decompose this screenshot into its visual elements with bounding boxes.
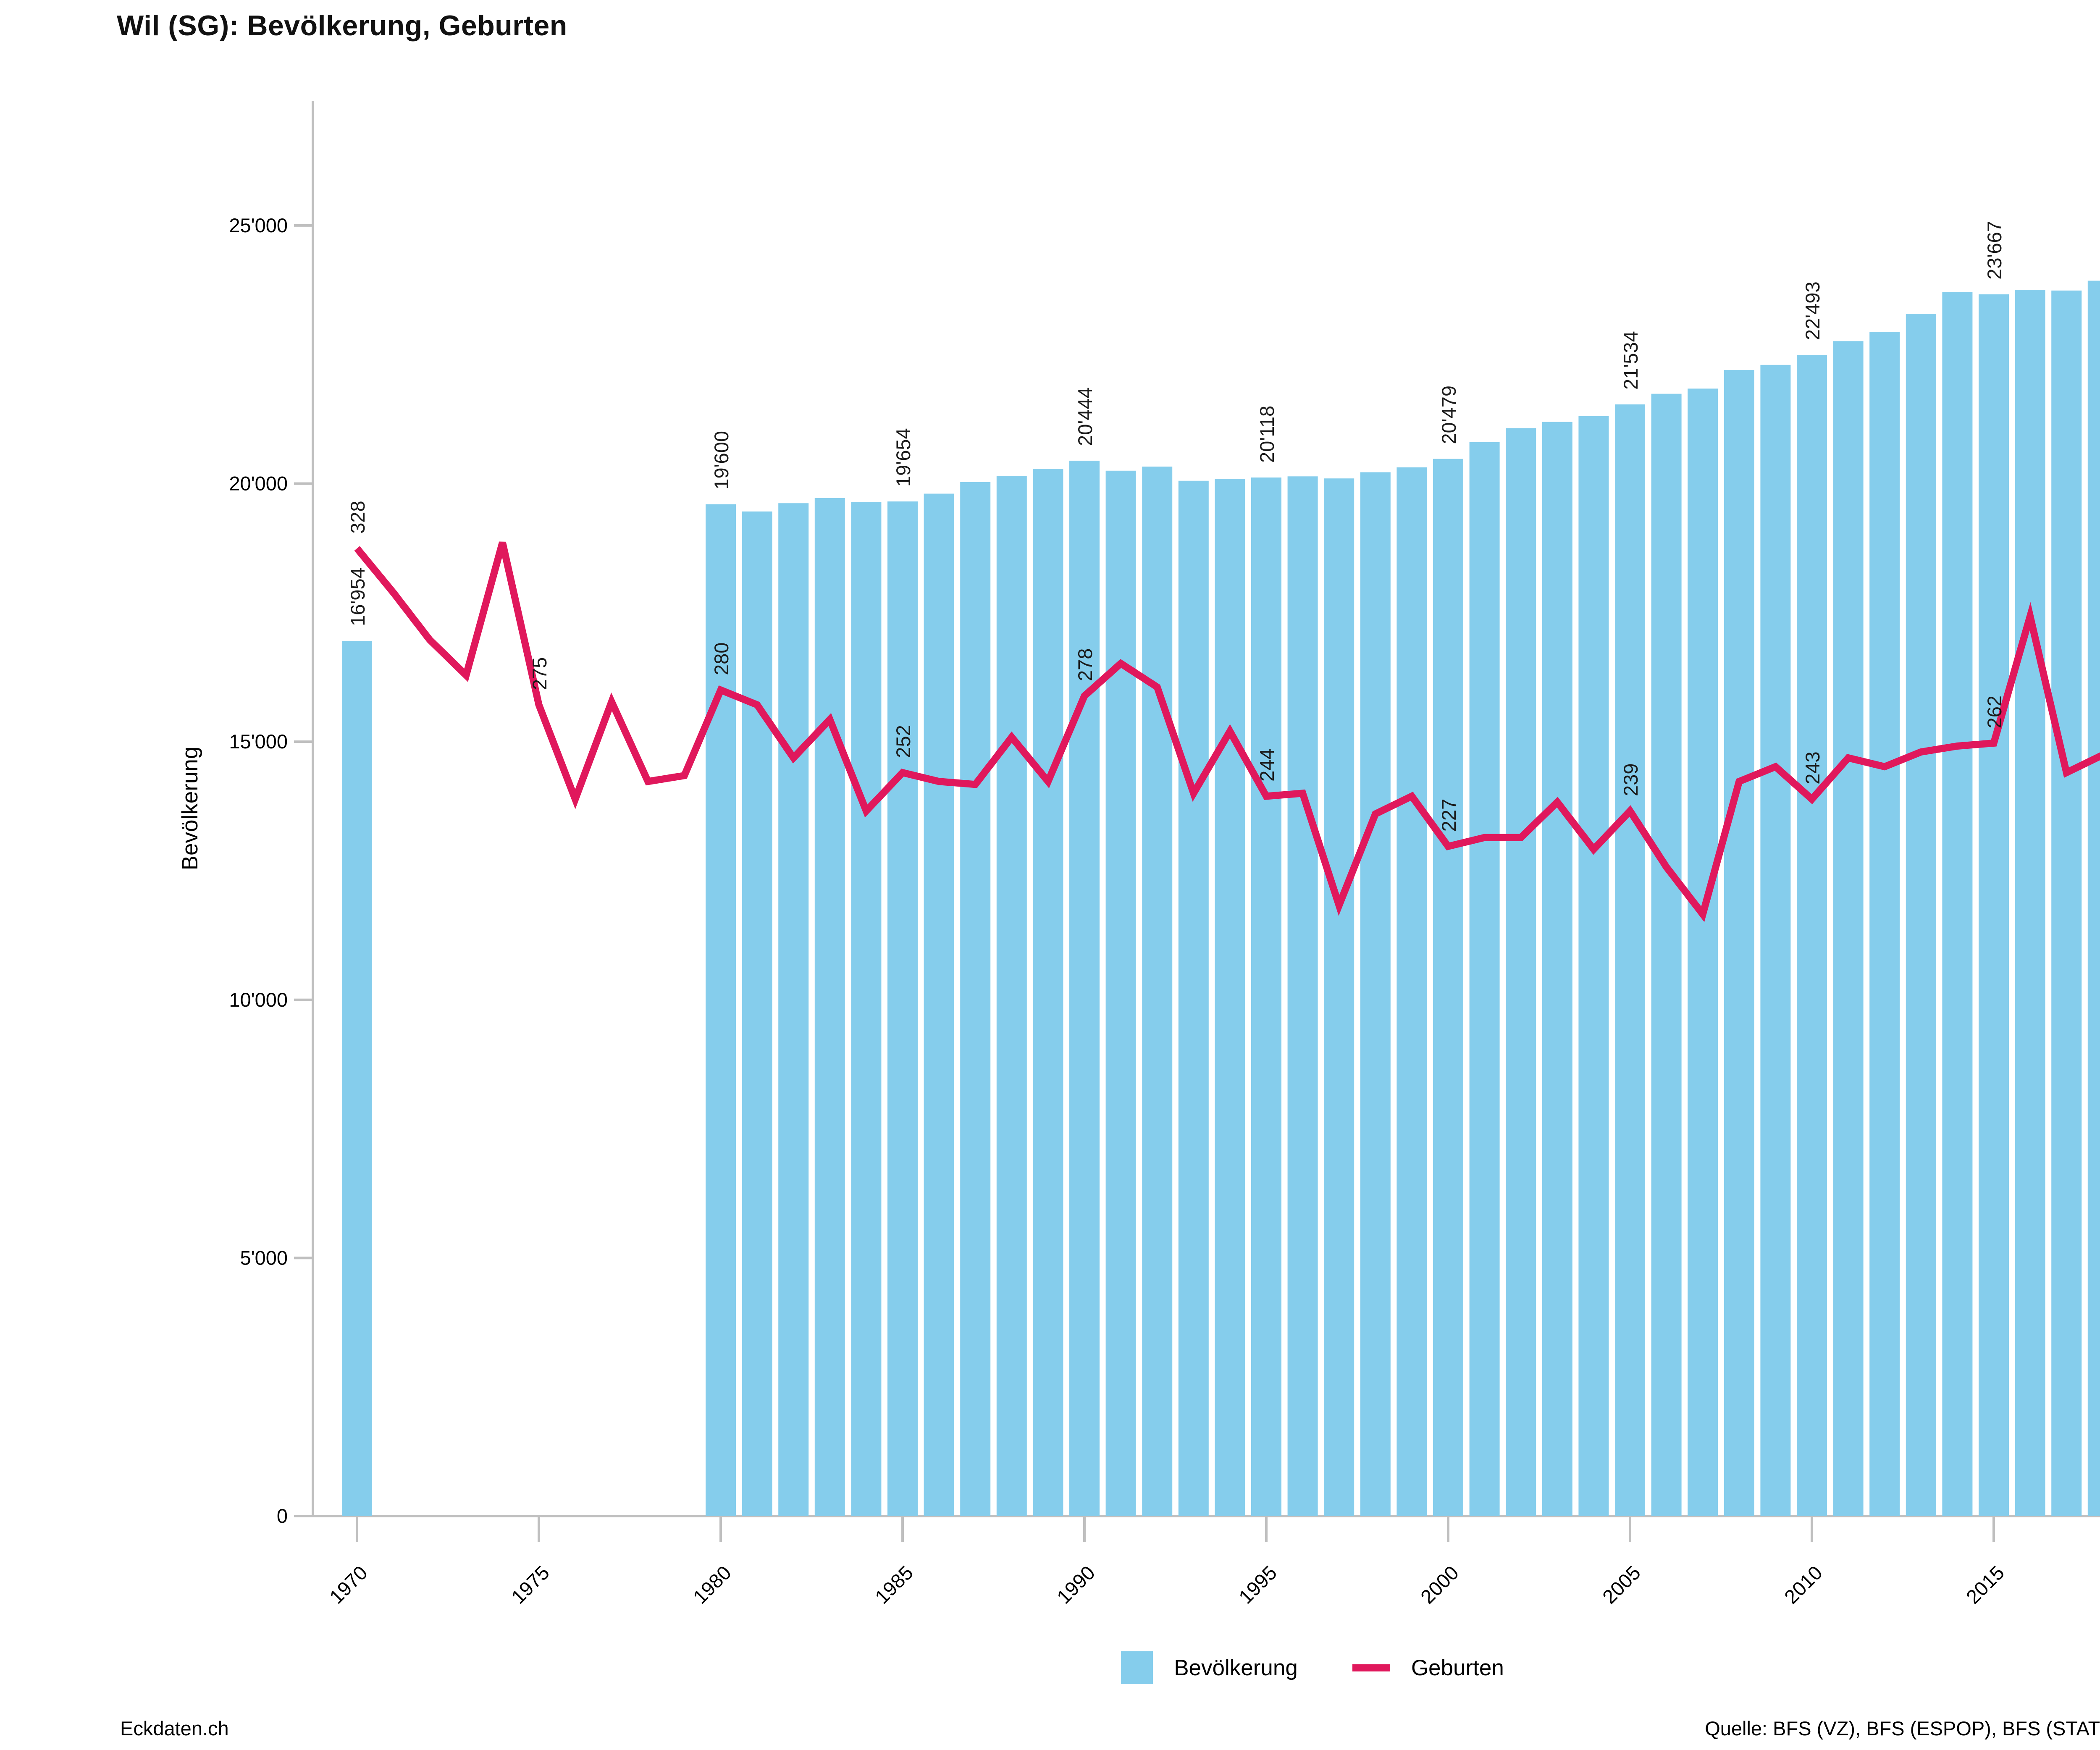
bar-2016 [2015, 289, 2045, 1516]
bar-2013 [1906, 314, 1936, 1516]
bar-1988 [996, 476, 1027, 1516]
y-left-tick-label: 10'000 [229, 989, 288, 1011]
line-value-label-1970: 328 [346, 501, 369, 533]
bar-2006 [1651, 394, 1682, 1516]
bar-2001 [1469, 442, 1500, 1516]
bar-1983 [814, 498, 845, 1516]
x-tick-label: 2005 [1598, 1561, 1645, 1608]
bar-1992 [1142, 466, 1173, 1516]
bar-value-label-1980: 19'600 [710, 431, 732, 490]
bar-2008 [1724, 370, 1754, 1516]
bar-1970 [342, 640, 372, 1516]
legend-line-geburten-icon [1352, 1664, 1390, 1671]
footer-source: Quelle: BFS (VZ), BFS (ESPOP), BFS (STAT… [1705, 1717, 2100, 1740]
bar-1984 [851, 502, 882, 1516]
bar-1982 [778, 503, 809, 1516]
legend-label-geburten: Geburten [1411, 1655, 1504, 1680]
bar-2005 [1615, 404, 1645, 1516]
y-axis-title-left: Bevölkerung [178, 747, 202, 871]
x-tick-label: 2010 [1780, 1561, 1827, 1608]
bar-2018 [2087, 281, 2100, 1516]
x-tick-label: 1980 [689, 1561, 735, 1608]
bar-1991 [1105, 470, 1136, 1516]
bar-1980 [706, 504, 736, 1516]
bar-1997 [1324, 478, 1354, 1516]
bar-2002 [1506, 428, 1536, 1516]
bar-value-label-2010: 22'493 [1801, 281, 1824, 340]
bar-1985 [887, 501, 918, 1516]
x-tick-label: 1995 [1234, 1561, 1281, 1608]
bar-2000 [1433, 459, 1463, 1516]
x-tick-label: 1985 [871, 1561, 917, 1608]
page-title: Wil (SG): Bevölkerung, Geburten [117, 10, 567, 42]
x-tick-label: 2015 [1962, 1561, 2008, 1608]
x-tick-label: 1970 [325, 1561, 372, 1608]
y-left-tick-label: 5'000 [240, 1246, 288, 1269]
bar-value-label-2015: 23'667 [1983, 221, 2006, 280]
bar-value-label-1985: 19'654 [892, 428, 914, 487]
y-left-tick-label: 20'000 [229, 472, 288, 495]
bar-1990 [1069, 460, 1100, 1516]
bar-2015 [1979, 294, 2009, 1516]
bar-2011 [1833, 341, 1864, 1516]
line-value-label-1975: 275 [528, 657, 551, 690]
bar-2007 [1688, 388, 1718, 1516]
footer-brand: Eckdaten.ch [120, 1717, 229, 1740]
y-left-tick-label: 25'000 [229, 214, 288, 236]
bar-2003 [1542, 422, 1572, 1516]
bar-1989 [1033, 469, 1063, 1516]
line-value-label-2000: 227 [1438, 799, 1460, 832]
legend-label-bevoelkerung: Bevölkerung [1174, 1655, 1298, 1680]
line-value-label-1990: 278 [1074, 648, 1096, 681]
y-left-tick-label: 15'000 [229, 730, 288, 753]
line-value-label-2005: 239 [1620, 763, 1642, 796]
x-tick-label: 1975 [507, 1561, 554, 1608]
y-left-tick-label: 0 [277, 1505, 288, 1527]
bar-value-label-2000: 20'479 [1438, 386, 1460, 444]
bar-1998 [1360, 472, 1391, 1516]
bar-2017 [2051, 290, 2082, 1516]
line-value-label-1995: 244 [1256, 748, 1278, 781]
x-tick-label: 2000 [1416, 1561, 1463, 1608]
bar-1995 [1251, 478, 1281, 1516]
bar-value-label-1990: 20'444 [1074, 387, 1096, 446]
bar-value-label-2005: 21'534 [1620, 331, 1642, 390]
bar-2012 [1869, 332, 1900, 1516]
bar-1999 [1396, 467, 1427, 1516]
x-tick-label: 1990 [1053, 1561, 1099, 1608]
legend: Bevölkerung Geburten [0, 1651, 2100, 1684]
bar-2009 [1760, 365, 1791, 1516]
line-value-label-1985: 252 [892, 725, 914, 758]
bar-1986 [924, 493, 954, 1516]
bar-2004 [1578, 416, 1609, 1516]
line-value-label-2015: 262 [1983, 695, 2006, 728]
bar-1996 [1287, 476, 1318, 1516]
legend-swatch-bevoelkerung [1121, 1651, 1153, 1684]
bar-value-label-1995: 20'118 [1256, 406, 1278, 463]
line-value-label-2010: 243 [1801, 752, 1824, 784]
bar-1994 [1215, 479, 1245, 1516]
bar-1993 [1178, 480, 1209, 1516]
bar-2010 [1797, 355, 1827, 1516]
bar-2014 [1942, 292, 1973, 1516]
bar-1987 [960, 482, 991, 1516]
line-value-label-1980: 280 [710, 643, 732, 675]
bar-value-label-1970: 16'954 [346, 567, 369, 626]
births-line [354, 541, 2100, 922]
bar-1981 [742, 511, 772, 1516]
